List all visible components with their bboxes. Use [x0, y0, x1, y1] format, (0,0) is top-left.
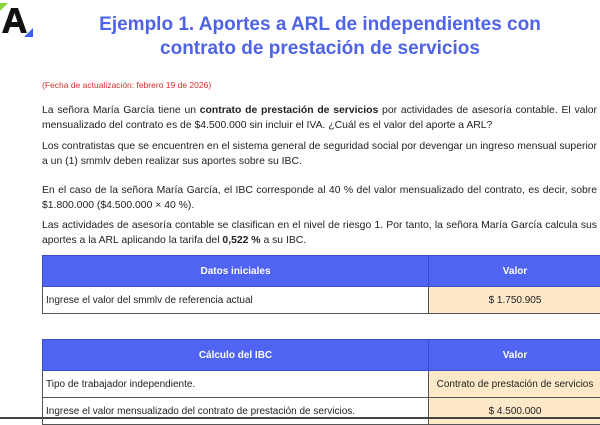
worker-type-select[interactable]: Contrato de prestación de servicios: [429, 371, 600, 398]
paragraph-ibc: En el caso de la señora María García, el…: [42, 183, 597, 213]
table-row: Ingrese el valor mensualizado del contra…: [43, 398, 600, 425]
column-header: Datos iniciales: [43, 256, 429, 287]
row-label: Tipo de trabajador independiente.: [43, 371, 429, 398]
calculo-ibc-table: Cálculo del IBC Valor Tipo de trabajador…: [42, 339, 600, 425]
column-header: Cálculo del IBC: [43, 340, 429, 371]
smmlv-input[interactable]: $ 1.750.905: [429, 287, 600, 314]
paragraph-risk: Las actividades de asesoría contable se …: [42, 218, 597, 248]
row-label: Ingrese el valor mensualizado del contra…: [43, 398, 429, 425]
update-date: (Fecha de actualización: febrero 19 de 2…: [42, 80, 211, 90]
table-row: Tipo de trabajador independiente. Contra…: [43, 371, 600, 398]
contract-value-input[interactable]: $ 4.500.000: [429, 398, 600, 425]
paragraph-contractors: Los contratistas que se encuentren en el…: [42, 139, 597, 169]
column-header: Valor: [429, 340, 600, 371]
table-header-row: Cálculo del IBC Valor: [43, 340, 600, 371]
logo-icon: [0, 3, 34, 37]
table-header-row: Datos iniciales Valor: [43, 256, 600, 287]
row-label: Ingrese el valor del smmlv de referencia…: [43, 287, 429, 314]
column-header: Valor: [429, 256, 600, 287]
paragraph-intro: La señora María García tiene un contrato…: [42, 103, 597, 133]
datos-iniciales-table: Datos iniciales Valor Ingrese el valor d…: [42, 255, 600, 314]
table-row: Ingrese el valor del smmlv de referencia…: [43, 287, 600, 314]
page-title: Ejemplo 1. Aportes a ARL de independient…: [60, 13, 580, 61]
